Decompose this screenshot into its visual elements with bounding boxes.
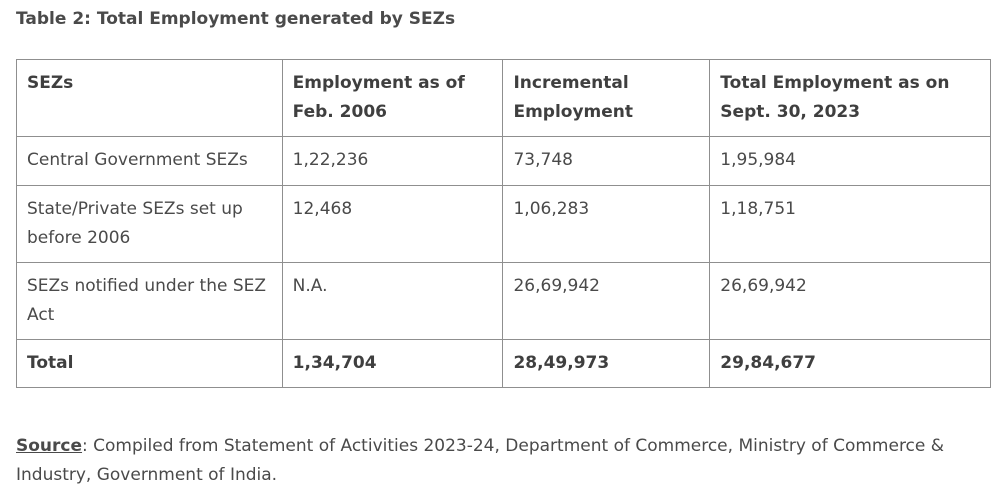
source-label: Source — [16, 436, 83, 456]
table-row: State/Private SEZs set up before 2006 12… — [16, 185, 991, 263]
header-incremental-employment: Incremental Employment — [502, 59, 711, 137]
cell-total-incremental: 28,49,973 — [502, 339, 711, 388]
cell-employment-2006: N.A. — [281, 262, 504, 340]
table-row: SEZs notified under the SEZ Act N.A. 26,… — [16, 262, 991, 340]
cell-total-employment-2006: 1,34,704 — [281, 339, 504, 388]
source-note: Source: Compiled from Statement of Activ… — [16, 432, 991, 490]
header-employment-2006: Employment as of Feb. 2006 — [281, 59, 504, 137]
cell-sez-name: State/Private SEZs set up before 2006 — [16, 185, 283, 263]
source-text: : Compiled from Statement of Activities … — [16, 436, 945, 485]
cell-total-employment-2023: 29,84,677 — [709, 339, 991, 388]
header-total-employment-2023: Total Employment as on Sept. 30, 2023 — [709, 59, 991, 137]
cell-sez-name: SEZs notified under the SEZ Act — [16, 262, 283, 340]
cell-incremental: 26,69,942 — [502, 262, 711, 340]
table-caption: Table 2: Total Employment generated by S… — [16, 9, 456, 29]
cell-incremental: 73,748 — [502, 136, 711, 186]
cell-employment-2006: 1,22,236 — [281, 136, 504, 186]
table-row: Central Government SEZs 1,22,236 73,748 … — [16, 136, 991, 186]
cell-sez-name: Central Government SEZs — [16, 136, 283, 186]
cell-total-2023: 1,18,751 — [709, 185, 991, 263]
header-sezs: SEZs — [16, 59, 283, 137]
employment-table: SEZs Employment as of Feb. 2006 Incremen… — [16, 59, 991, 388]
cell-total-label: Total — [16, 339, 283, 388]
table-total-row: Total 1,34,704 28,49,973 29,84,677 — [16, 339, 991, 388]
cell-incremental: 1,06,283 — [502, 185, 711, 263]
cell-total-2023: 1,95,984 — [709, 136, 991, 186]
cell-employment-2006: 12,468 — [281, 185, 504, 263]
table-header-row: SEZs Employment as of Feb. 2006 Incremen… — [16, 59, 991, 137]
cell-total-2023: 26,69,942 — [709, 262, 991, 340]
